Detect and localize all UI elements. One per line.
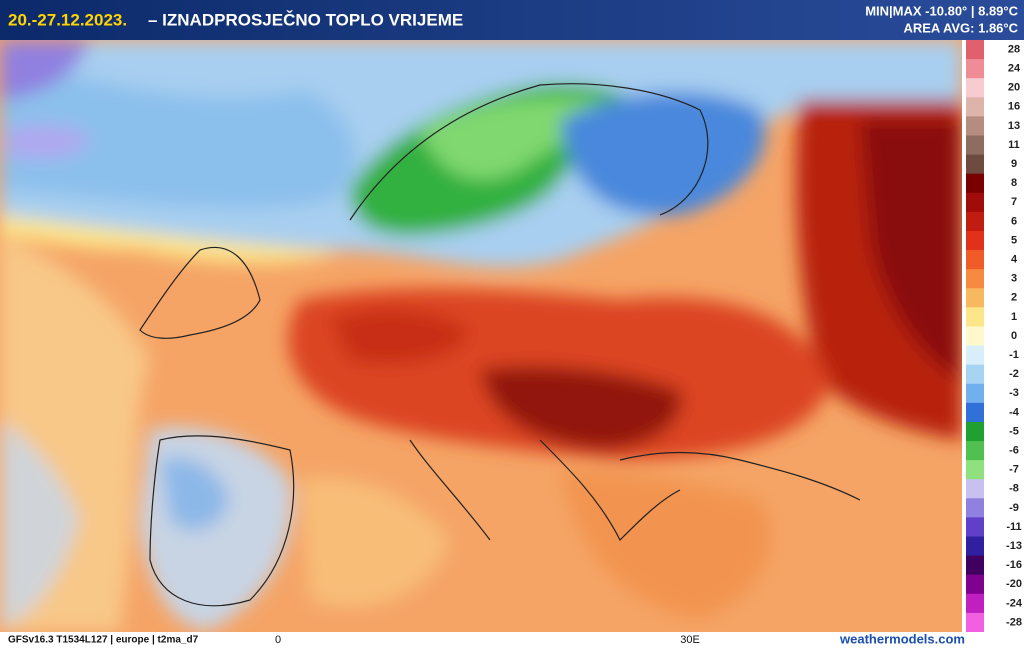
color-swatch — [966, 460, 984, 480]
colorbar-label: 3 — [1011, 273, 1017, 285]
color-swatch — [966, 307, 984, 327]
colorbar-label: 20 — [1008, 82, 1020, 94]
colorbar-label: 8 — [1011, 177, 1017, 189]
color-swatch — [966, 97, 984, 117]
colorbar-label: -20 — [1006, 578, 1022, 590]
colorbar-label: 0 — [1011, 330, 1017, 342]
colorbar-label: -3 — [1009, 387, 1019, 399]
colorbar-label: 7 — [1011, 196, 1017, 208]
color-swatch — [966, 402, 984, 423]
colorbar-label: 13 — [1008, 120, 1020, 132]
colorbar-label: 1 — [1011, 311, 1017, 323]
color-swatch — [966, 593, 984, 614]
color-swatch — [966, 78, 984, 98]
color-swatch — [966, 574, 984, 595]
color-swatch — [966, 383, 984, 404]
color-swatch — [966, 536, 984, 557]
colorbar-label: 9 — [1011, 158, 1017, 170]
color-swatch — [966, 441, 984, 461]
color-swatch — [966, 192, 984, 213]
color-swatch — [966, 173, 984, 194]
period: 20.-27.12.2023. — [8, 10, 127, 29]
colorbar: 28 24 20 16 13 11 9 8 7 6 5 4 3 2 1 0 -1 -2 -3 -4 -5 -6 -7 -8 -9… — [962, 40, 1024, 633]
colorbar-label: 11 — [1008, 139, 1020, 151]
colorbar-label: -9 — [1009, 502, 1019, 514]
color-swatch — [966, 250, 984, 270]
color-swatch — [966, 612, 984, 633]
colorbar-label: -7 — [1009, 464, 1019, 476]
colorbar-label: -8 — [1009, 483, 1019, 495]
color-swatch — [966, 498, 984, 518]
colorbar-label: 16 — [1008, 101, 1020, 113]
colorbar-label: 5 — [1011, 234, 1017, 246]
color-swatch — [966, 59, 984, 79]
colorbar-label: 28 — [1008, 43, 1020, 55]
colorbar-label: -5 — [1009, 425, 1019, 437]
color-swatch — [966, 230, 984, 251]
anomaly-map — [0, 40, 962, 632]
colorbar-label: -2 — [1009, 368, 1019, 380]
colorbar-label: -4 — [1009, 406, 1020, 418]
color-swatch — [966, 40, 984, 60]
model-info: GFSv16.3 T1534L127 | europe | t2ma_d7 — [8, 635, 199, 646]
colorbar-label: -16 — [1006, 559, 1022, 571]
color-swatch — [966, 135, 984, 156]
colorbar-label: -11 — [1006, 521, 1021, 533]
color-swatch — [966, 345, 984, 366]
source: weathermodels.com — [839, 631, 965, 646]
color-swatch — [966, 421, 984, 442]
min-max: MIN|MAX -10.80° | 8.89°C — [865, 3, 1018, 18]
longitude-label: 0 — [275, 634, 281, 646]
coastlines — [139, 83, 861, 607]
color-swatch — [966, 211, 984, 232]
colorbar-label: 6 — [1011, 215, 1017, 227]
color-swatch — [966, 517, 984, 538]
header-bar — [0, 0, 1024, 40]
color-swatch — [966, 269, 984, 289]
colorbar-label: -13 — [1006, 540, 1022, 552]
colorbar-label: -28 — [1006, 616, 1022, 628]
colorbar-label: 4 — [1011, 254, 1018, 266]
longitude-label: 30E — [680, 634, 700, 646]
color-swatch — [966, 555, 984, 576]
area-average: AREA AVG: 1.86°C — [903, 20, 1018, 35]
footer-bar — [0, 632, 1024, 649]
colorbar-label: 24 — [1008, 63, 1021, 75]
color-swatch — [966, 479, 984, 499]
colorbar-label: -6 — [1009, 444, 1019, 456]
color-swatch — [966, 326, 984, 347]
colorbar-label: -1 — [1009, 349, 1019, 361]
color-swatch — [966, 116, 984, 136]
title: – IZNADPROSJEČNO TOPLO VRIJEME — [148, 10, 463, 29]
colorbar-label: 2 — [1011, 292, 1017, 304]
colorbar-label: -24 — [1006, 597, 1023, 609]
color-swatch — [966, 288, 984, 308]
color-swatch — [966, 364, 984, 385]
color-swatch — [966, 154, 984, 175]
